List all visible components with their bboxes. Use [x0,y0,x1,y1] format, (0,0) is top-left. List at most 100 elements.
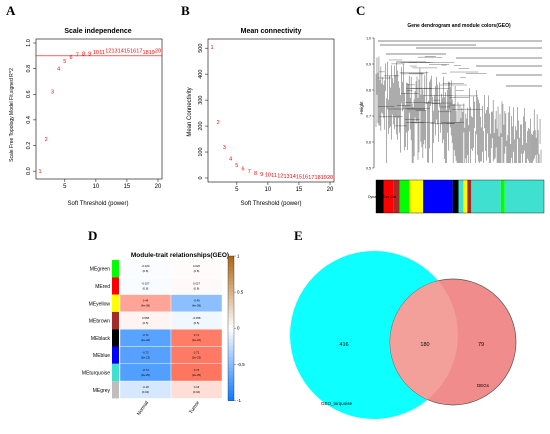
heatmap-title: Module-trait relationships(GEO) [131,252,229,259]
x-axis-label: Soft Threshold (power) [241,201,302,207]
cell-value: 0.020 [193,264,200,268]
data-point: 10 [93,50,99,56]
right-set-label: DEGs [477,383,490,388]
data-point: 8 [254,171,257,177]
data-point: 4 [57,67,60,73]
module-color-swatch [112,363,119,382]
y-tick-label: 400 [198,70,204,79]
data-point: 18 [143,50,149,56]
cell-value: (0.8) [194,286,200,290]
data-point: 5 [235,163,238,169]
chart-title: Scale independence [64,28,131,35]
dendrogram-branches [375,40,542,163]
cell-value: (0.5) [143,321,149,325]
data-point: 20 [155,49,161,55]
panel-letter-a: A [6,3,16,18]
module-color-swatch [112,311,119,330]
color-bar-label: Dynamic Tree Cut [368,195,396,199]
y-tick-label: 100 [198,147,204,156]
cell-value: -0.058 [193,316,201,320]
row-label: MEblack [91,336,111,342]
y-tick-label: 0.9 [366,63,371,67]
cell-value: (2e-22) [192,338,201,342]
module-color-segment [471,180,501,213]
module-color-swatch [112,294,119,312]
cell-value: (5e-23) [141,356,150,360]
cell-value: (2e-22) [141,338,150,342]
x-tick-label: 15 [124,184,131,190]
cell-value: (3e-25) [141,373,150,377]
cell-value: (0.04) [142,390,149,394]
data-point: 13 [283,174,289,180]
module-color-swatch [112,346,119,364]
module-color-segment [452,180,459,213]
row-label: MEturquoise [82,370,110,376]
panel-letter-d: D [88,228,98,243]
colorbar-tick-label: 1 [237,254,240,259]
y-tick-label: 0.8 [26,65,32,73]
cell-value: 0.18 [194,385,200,389]
y-tick-label: 0.4 [26,116,32,124]
cell-value: -0.72 [142,351,149,355]
data-point: 6 [70,55,73,61]
data-point: 13 [111,49,117,55]
venn-diagram: 416 180 79 GEO_turquoise DEGs [290,251,517,419]
cell-value: 0.058 [142,316,149,320]
x-tick-label: 20 [327,187,334,193]
cell-value: (0.8) [194,269,200,273]
y-tick-label: 300 [198,96,204,105]
data-point: 19 [321,175,327,181]
module-color-segment [383,180,394,213]
data-point: 10 [265,173,271,179]
cell-value: (0.5) [194,321,200,325]
module-color-bar [375,179,545,214]
data-point: 17 [308,175,314,181]
column-label: Normal [136,400,150,417]
data-point: 7 [248,169,251,175]
data-point: 15 [296,174,302,180]
cell-value: (3e-25) [192,373,201,377]
y-axis-label: Height [359,101,364,115]
x-tick-label: 5 [63,184,67,190]
colorbar-tick-label: -1 [237,398,241,403]
module-color-segment [423,180,453,213]
module-color-swatch [112,260,119,278]
data-point: 1 [210,45,213,51]
y-tick-label: 1.0 [26,39,32,47]
data-point: 5 [63,59,66,65]
data-point: 12 [105,49,111,55]
heatmap-cell [170,380,223,399]
scale-independence-chart: Scale independence Soft Threshold (power… [9,28,163,207]
y-tick-label: 0.0 [26,167,32,175]
cell-value: (4e-09) [141,304,150,308]
row-label: MEblue [93,353,110,359]
data-point: 11 [271,173,277,179]
data-point: 8 [82,51,85,57]
module-color-segment [393,180,400,213]
colorbar-tick-label: 0.5 [237,290,244,295]
left-only-count: 416 [339,342,348,348]
cell-value: 0.72 [194,351,200,355]
module-color-segment [376,180,384,213]
x-tick-label: 5 [235,187,239,193]
y-tick-label: 0.5 [366,167,371,171]
data-point: 14 [118,49,124,55]
data-point: 14 [290,174,296,180]
cell-value: -0.74 [142,368,149,372]
row-label: MEred [95,284,110,290]
cell-value: 0.027 [193,281,200,285]
data-point: 9 [260,172,263,178]
y-tick-label: 0.7 [366,115,371,119]
data-point: 3 [51,90,54,96]
data-point: 17 [136,49,142,55]
data-point: 1 [38,169,41,175]
mean-connectivity-chart: Mean connectivity Soft Threshold (power)… [187,28,335,207]
gene-dendrogram: Gene dendrogram and module colors(GEO) H… [359,23,545,214]
x-axis-label: Soft Threshold (power) [68,201,129,207]
module-color-segment [463,180,468,213]
cell-value: -0.49 [193,299,200,303]
column-label: Tumor [188,400,201,415]
cell-value: (5e-23) [192,356,201,360]
chart-title: Mean connectivity [241,28,302,35]
data-point: 19 [149,50,155,56]
